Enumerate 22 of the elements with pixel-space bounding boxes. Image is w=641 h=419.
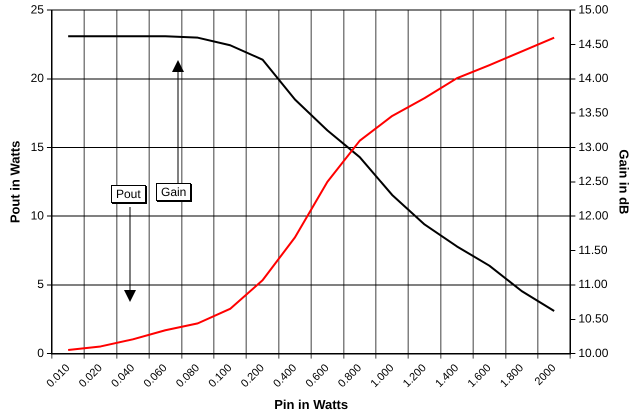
y2-tick-label: 10.50	[578, 312, 609, 326]
y-axis-title: Pout in Watts	[7, 140, 22, 224]
y2-tick-label: 12.00	[578, 208, 609, 223]
x-axis-title: Pin in Watts	[274, 396, 348, 412]
y2-tick-label: 14.50	[578, 36, 609, 51]
y2-tick-label: 15.00	[578, 2, 609, 17]
y-tick-label: 25	[30, 2, 44, 17]
y-tick-label: 20	[30, 71, 44, 86]
y-tick-label: 15	[30, 140, 44, 154]
y2-tick-label: 13.50	[578, 106, 609, 120]
y2-axis-title: Gain in dB	[616, 149, 632, 214]
y2-tick-label: 14.00	[578, 71, 609, 86]
y2-tick-label: 10.00	[578, 346, 609, 360]
y2-tick-label: 11.50	[578, 242, 608, 257]
y2-tick-label: 11.00	[578, 277, 608, 292]
y2-tick-label: 12.50	[578, 174, 609, 188]
y2-tick-label: 13.00	[578, 140, 609, 154]
annotation: Pout	[111, 185, 146, 203]
y-tick-label: 5	[37, 277, 44, 292]
annotation: Gain	[156, 183, 192, 201]
y-tick-label: 10	[30, 208, 44, 223]
y-tick-label: 0	[37, 346, 44, 360]
